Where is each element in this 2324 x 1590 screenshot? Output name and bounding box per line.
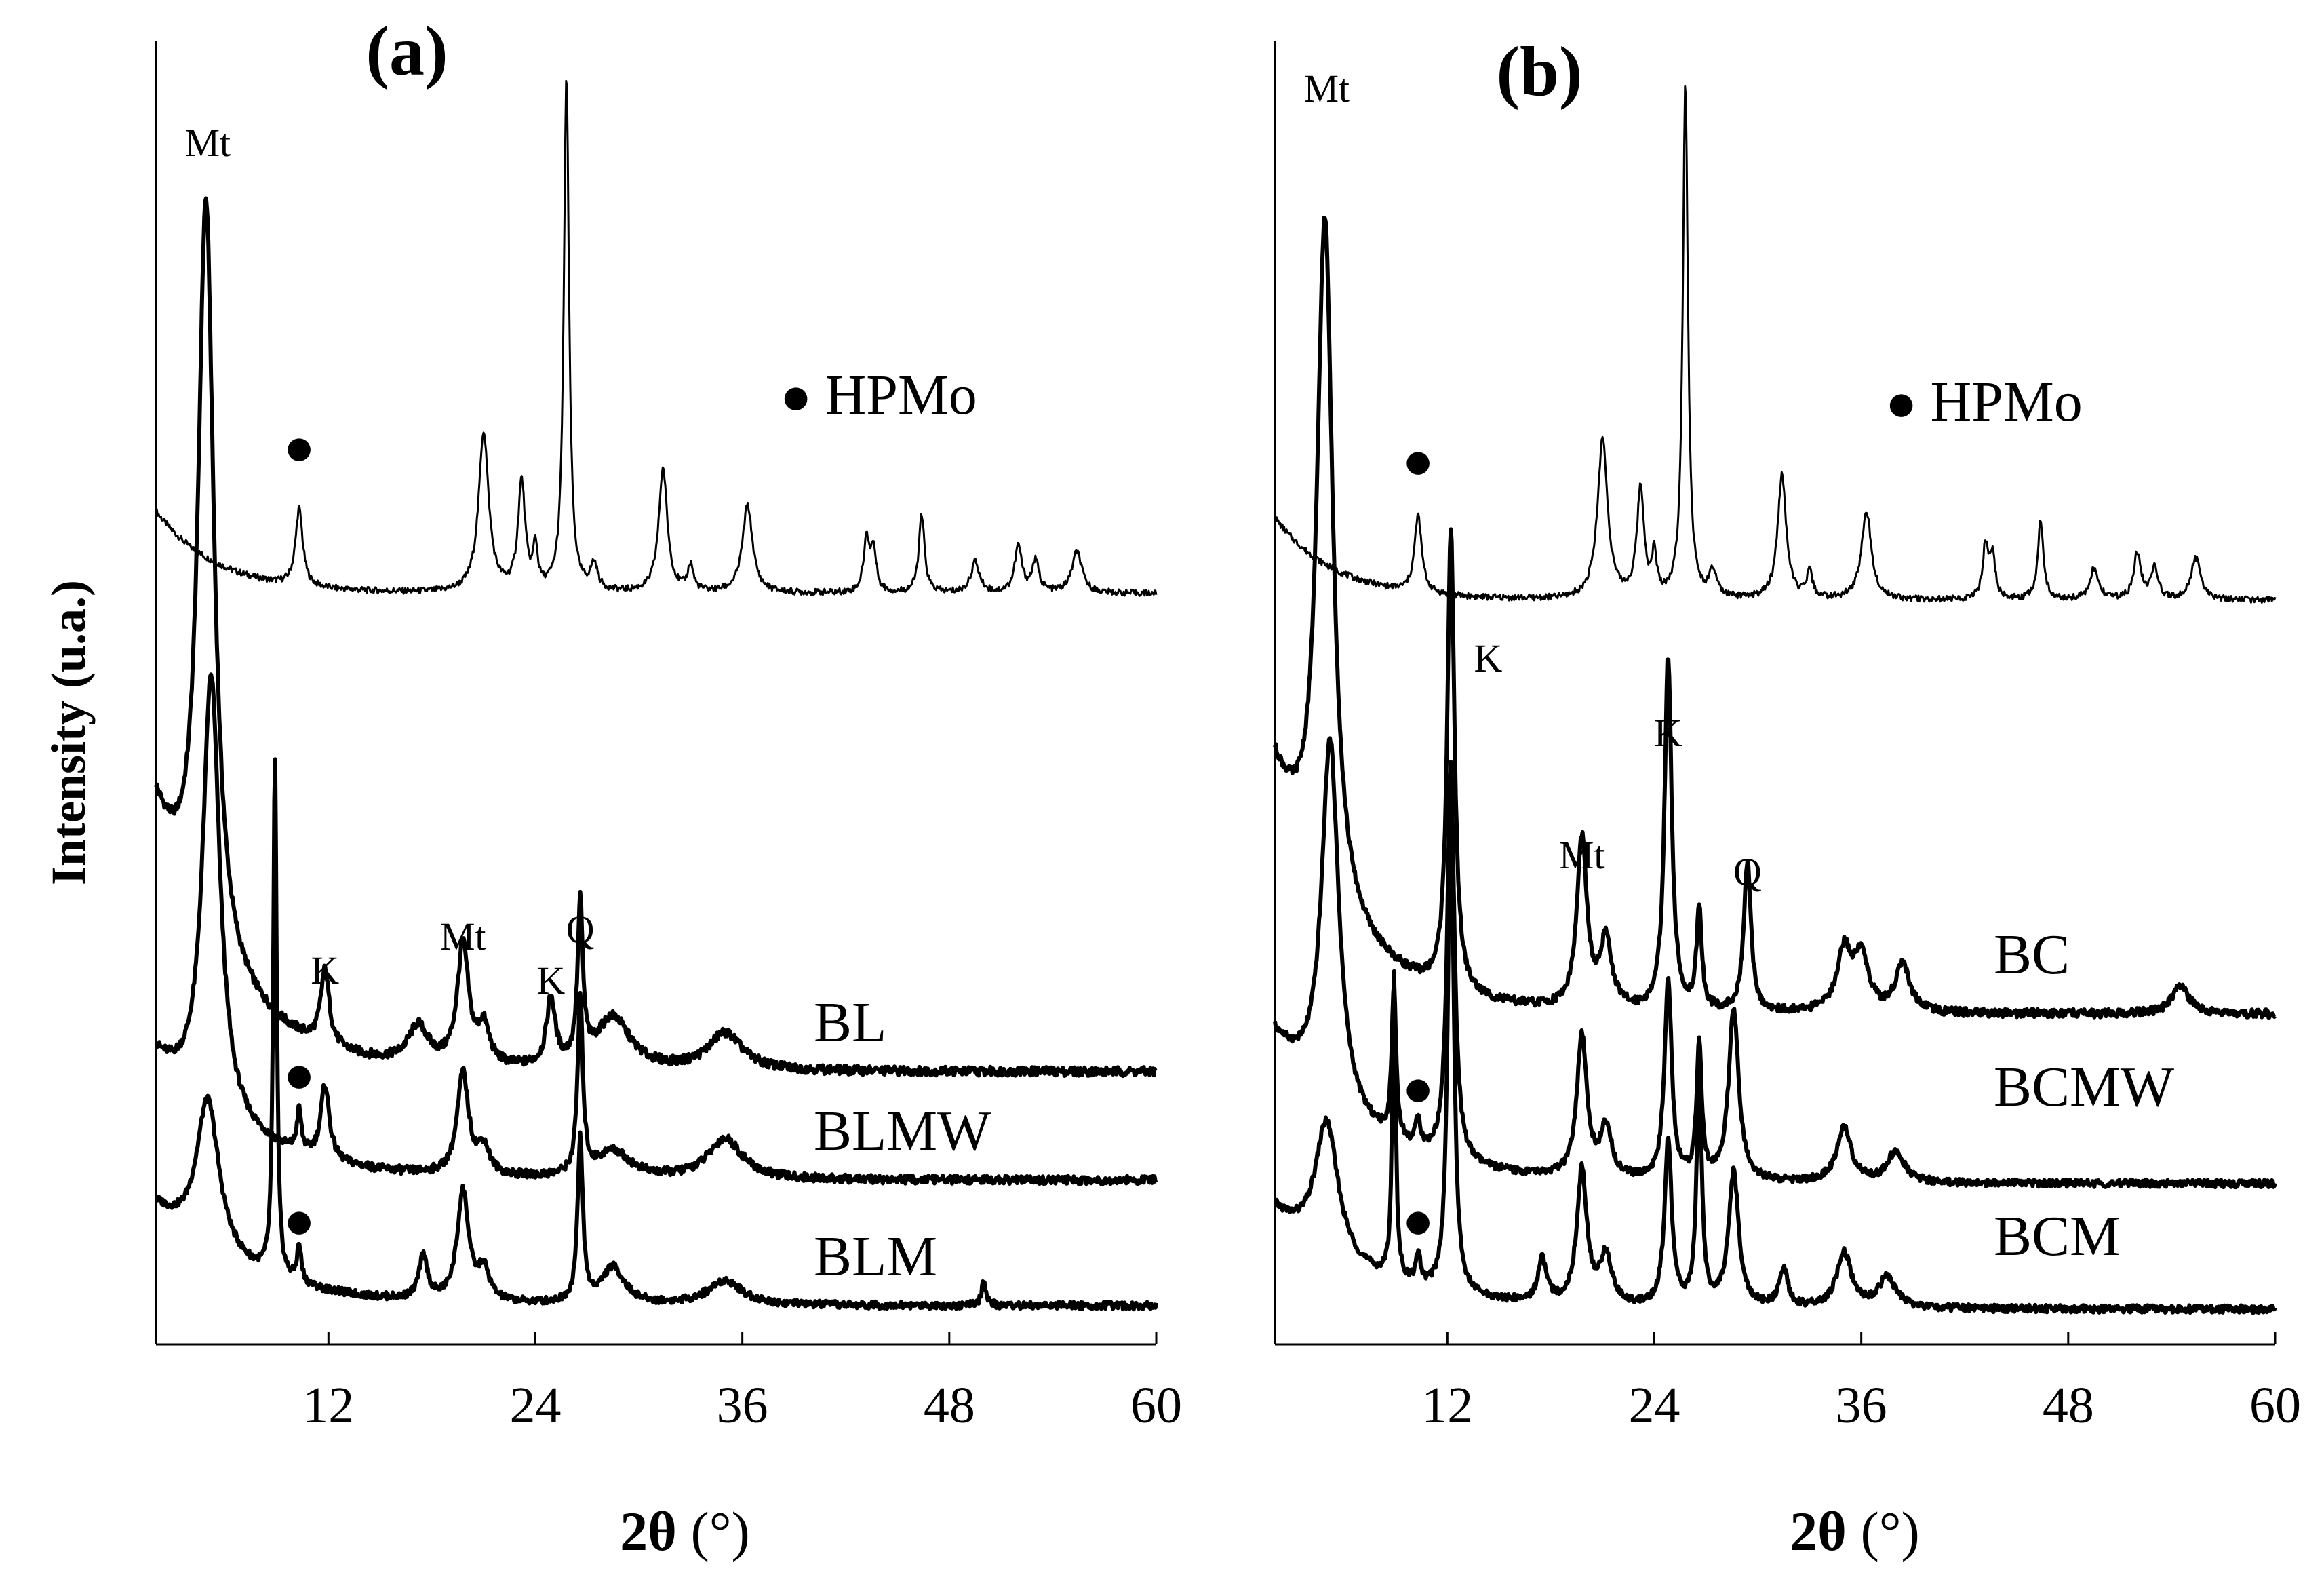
series-label-bc: BC [1994, 923, 2070, 986]
hpmo-marker: ● [1402, 431, 1434, 490]
x-tick-label: 24 [1628, 1377, 1680, 1434]
hpmo-marker: ● [1402, 1190, 1434, 1249]
x-tick-label: 60 [2249, 1377, 2301, 1434]
phase-annotation-q: Q [1733, 850, 1762, 894]
phase-annotation-mt: Mt [440, 914, 486, 958]
x-tick-label: 36 [717, 1377, 768, 1434]
phase-annotation-mt: Mt [184, 121, 231, 165]
phase-annotation-k: K [311, 948, 339, 992]
x-axis-label: 2θ (°) [1790, 1500, 1920, 1562]
hpmo-marker: ● [283, 417, 315, 476]
panel-label: (b) [1496, 33, 1582, 111]
series-line-blmw [155, 672, 1158, 1186]
series-label-hpmo: ● HPMo [1885, 370, 2083, 433]
x-tick-label: 48 [924, 1377, 975, 1434]
panel-a: 12 24 36 48 60 (a) 2θ (°) Intensity (u.a.) ● HPM… [41, 12, 1182, 1562]
series-line-hpmo [155, 79, 1158, 597]
x-tick-label: 24 [509, 1377, 561, 1434]
hpmo-marker: ● [283, 1045, 315, 1104]
x-axis-label: 2θ (°) [620, 1500, 750, 1562]
panel-label: (a) [366, 12, 448, 90]
series-line-blm [155, 757, 1158, 1312]
series-line-hpmo [1274, 85, 2277, 604]
series-line-bc [1273, 215, 2277, 1020]
phase-annotation-k: K [536, 958, 565, 1003]
panel-b: 12 24 36 48 60 (b) 2θ (°) ● HPMo ● BC BCMW ● BCM ● Mt K… [1273, 33, 2301, 1562]
phase-annotation-mt: Mt [1559, 833, 1605, 877]
x-tick-label: 48 [2043, 1377, 2094, 1434]
series-line-bcmw [1273, 736, 2277, 1190]
series-line-bcm [1274, 771, 2277, 1315]
phase-annotation-mt: Mt [1303, 66, 1350, 111]
phase-annotation-k: K [1474, 636, 1502, 680]
x-tick-label: 12 [1421, 1377, 1473, 1434]
hpmo-marker: ● [1402, 1058, 1434, 1117]
x-tick-label: 36 [1836, 1377, 1887, 1434]
series-line-bl [154, 196, 1158, 1079]
series-label-bcm: BCM [1994, 1205, 2121, 1268]
phase-annotation-q: Q [566, 908, 595, 952]
series-label-bcmw: BCMW [1994, 1055, 2175, 1119]
phase-annotation-k: K [1654, 711, 1682, 755]
x-tick-label: 12 [302, 1377, 354, 1434]
series-label-blmw: BLMW [814, 1100, 991, 1163]
hpmo-marker: ● [283, 1190, 315, 1249]
x-tick-label: 60 [1130, 1377, 1182, 1434]
series-label-hpmo: ● HPMo [780, 364, 977, 427]
series-label-bl: BL [814, 991, 886, 1054]
series-label-blm: BLM [814, 1225, 937, 1288]
y-axis-label: Intensity (u.a.) [41, 580, 96, 885]
